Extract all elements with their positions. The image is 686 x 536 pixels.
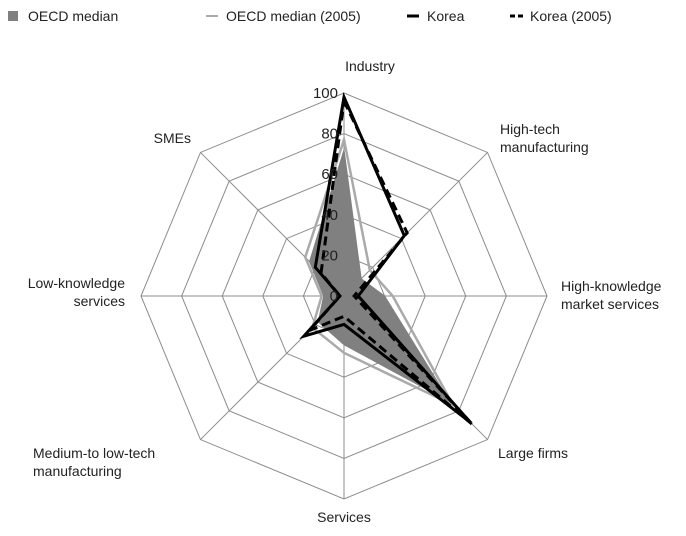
tick-label-80: 80 [321, 126, 338, 143]
legend-label-korea-2005: Korea (2005) [530, 8, 612, 24]
category-label-industry: Industry [345, 58, 395, 74]
legend-item-korea-2005: Korea (2005) [510, 8, 612, 24]
category-label-services: Services [317, 509, 371, 525]
tick-label-20: 20 [321, 247, 338, 264]
legend-item-oecd-median-2005: OECD median (2005) [206, 8, 361, 24]
legend: OECD median OECD median (2005) Korea Korea … [8, 8, 612, 24]
radial-axis-ticks: 0 20 40 60 80 100 [313, 85, 338, 305]
category-label-high-knowledge-market-services: High-knowledge market services [561, 278, 662, 312]
legend-item-korea: Korea [407, 8, 465, 24]
tick-label-100: 100 [313, 85, 338, 102]
tick-label-60: 60 [321, 166, 338, 183]
tick-label-40: 40 [321, 207, 338, 224]
legend-swatch-oecd-median [8, 11, 18, 21]
spoke-high-tech-manufacturing [343, 152, 488, 297]
category-labels: Industry High-tech manufacturing High-knowl… [28, 58, 662, 525]
tick-label-0: 0 [330, 288, 338, 305]
series-oecd-median-2005 [303, 134, 457, 408]
legend-label-oecd-median: OECD median [28, 8, 118, 24]
series-korea-2005 [308, 95, 475, 427]
category-label-large-firms: Large firms [498, 445, 568, 461]
radar-series [299, 91, 475, 427]
series-oecd-median [309, 149, 452, 404]
legend-label-oecd-median-2005: OECD median (2005) [226, 8, 361, 24]
legend-item-oecd-median: OECD median [8, 8, 118, 24]
category-label-medium-to-low-tech-manufacturing: Medium-to low-tech manufacturing [33, 445, 155, 479]
legend-label-korea: Korea [427, 8, 465, 24]
category-label-high-tech-manufacturing: High-tech manufacturing [500, 121, 589, 155]
category-label-smes: SMEs [154, 130, 191, 146]
category-label-low-knowledge-services: Low-knowledge services [28, 275, 125, 309]
